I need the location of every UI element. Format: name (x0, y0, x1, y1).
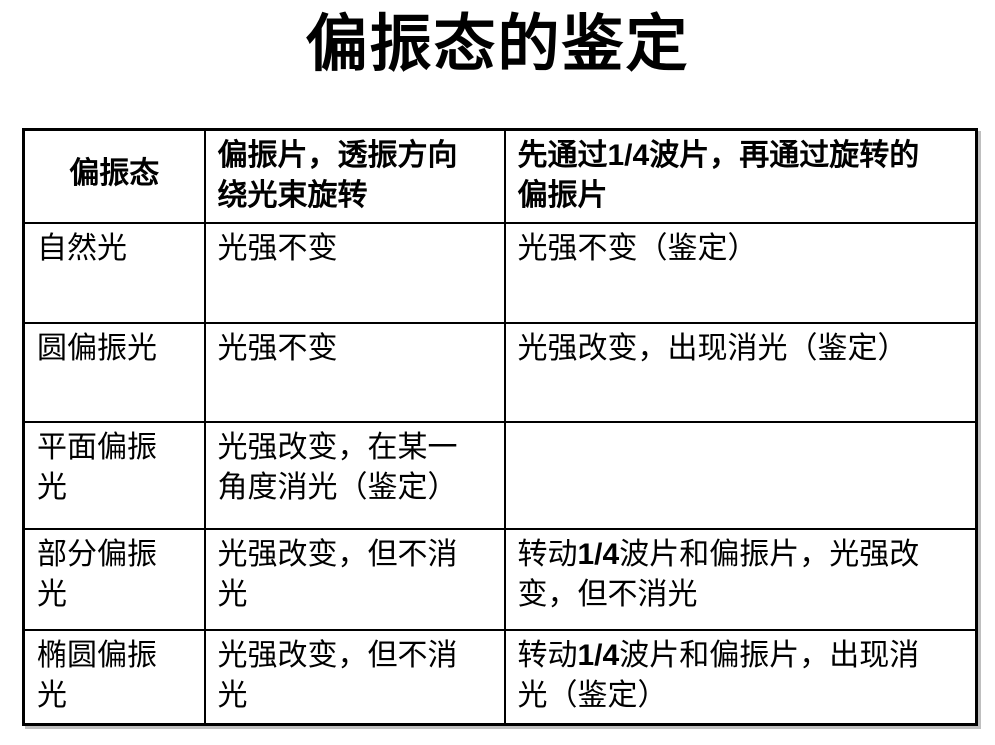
header-cell-quarter-wave-plate: 先通过1/4波片，再通过旋转的 偏振片 (503, 128, 978, 224)
header-cell-polarization-state: 偏振态 (22, 128, 206, 224)
table-row-elliptically-polarized: 椭圆偏振 光 光强改变，但不消 光 转动1/4波片和偏振片，出现消 光（鉴定） (22, 628, 978, 726)
cell-polarizer-result: 光强不变 (203, 321, 506, 423)
cell-state: 部分偏振 光 (22, 527, 206, 631)
cell-quarter-wave-result (503, 420, 978, 530)
header-cell-rotating-polarizer: 偏振片，透振方向 绕光束旋转 (203, 128, 506, 224)
polarization-identification-table: 偏振态 偏振片，透振方向 绕光束旋转 先通过1/4波片，再通过旋转的 偏振片 自… (22, 128, 978, 726)
cell-quarter-wave-result: 光强改变，出现消光（鉴定） (503, 321, 978, 423)
table-row-plane-polarized: 平面偏振 光 光强改变，在某一 角度消光（鉴定） (22, 420, 978, 530)
cell-state: 圆偏振光 (22, 321, 206, 423)
cell-quarter-wave-result: 光强不变（鉴定） (503, 221, 978, 324)
table-row-natural-light: 自然光 光强不变 光强不变（鉴定） (22, 221, 978, 324)
cell-polarizer-result: 光强改变，在某一 角度消光（鉴定） (203, 420, 506, 530)
cell-state: 自然光 (22, 221, 206, 324)
cell-state: 椭圆偏振 光 (22, 628, 206, 726)
cell-polarizer-result: 光强改变，但不消 光 (203, 527, 506, 631)
cell-polarizer-result: 光强不变 (203, 221, 506, 324)
cell-quarter-wave-result: 转动1/4波片和偏振片，出现消 光（鉴定） (503, 628, 978, 726)
cell-polarizer-result: 光强改变，但不消 光 (203, 628, 506, 726)
table-row-circular-polarized: 圆偏振光 光强不变 光强改变，出现消光（鉴定） (22, 321, 978, 423)
table-row-partially-polarized: 部分偏振 光 光强改变，但不消 光 转动1/4波片和偏振片，光强改 变，但不消光 (22, 527, 978, 631)
cell-quarter-wave-result: 转动1/4波片和偏振片，光强改 变，但不消光 (503, 527, 978, 631)
cell-state: 平面偏振 光 (22, 420, 206, 530)
table-header-row: 偏振态 偏振片，透振方向 绕光束旋转 先通过1/4波片，再通过旋转的 偏振片 (22, 128, 978, 224)
page-title: 偏振态的鉴定 (305, 11, 690, 79)
